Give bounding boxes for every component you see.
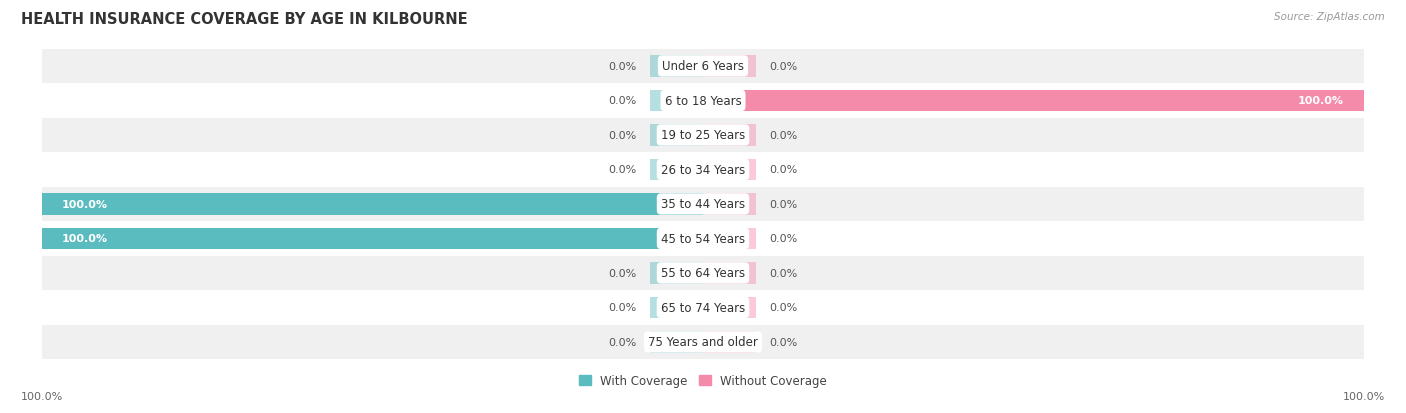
Bar: [650, 90, 703, 112]
Text: 0.0%: 0.0%: [769, 62, 797, 72]
Bar: [42, 50, 1364, 84]
Bar: [703, 90, 1364, 112]
Text: 0.0%: 0.0%: [769, 337, 797, 347]
Text: 75 Years and older: 75 Years and older: [648, 336, 758, 349]
Bar: [703, 159, 756, 181]
Text: 0.0%: 0.0%: [609, 337, 637, 347]
Bar: [703, 331, 756, 353]
Text: Under 6 Years: Under 6 Years: [662, 60, 744, 73]
Text: 55 to 64 Years: 55 to 64 Years: [661, 267, 745, 280]
Bar: [650, 297, 703, 318]
Text: 0.0%: 0.0%: [609, 96, 637, 106]
Bar: [703, 263, 756, 284]
Text: 35 to 44 Years: 35 to 44 Years: [661, 198, 745, 211]
Bar: [650, 56, 703, 78]
Text: 100.0%: 100.0%: [1298, 96, 1344, 106]
Text: 0.0%: 0.0%: [609, 303, 637, 313]
Text: 0.0%: 0.0%: [769, 234, 797, 244]
Text: 0.0%: 0.0%: [769, 268, 797, 278]
Bar: [42, 290, 1364, 325]
Bar: [42, 119, 1364, 153]
Bar: [42, 256, 1364, 290]
Text: 6 to 18 Years: 6 to 18 Years: [665, 95, 741, 108]
Bar: [703, 56, 756, 78]
Bar: [650, 159, 703, 181]
Text: 0.0%: 0.0%: [609, 165, 637, 175]
Bar: [42, 187, 1364, 222]
Bar: [42, 194, 703, 215]
Bar: [703, 125, 756, 146]
Text: 0.0%: 0.0%: [609, 131, 637, 140]
Text: 0.0%: 0.0%: [769, 199, 797, 209]
Bar: [650, 331, 703, 353]
Text: 45 to 54 Years: 45 to 54 Years: [661, 233, 745, 245]
Text: Source: ZipAtlas.com: Source: ZipAtlas.com: [1274, 12, 1385, 22]
Bar: [42, 222, 1364, 256]
Bar: [42, 325, 1364, 359]
Text: 65 to 74 Years: 65 to 74 Years: [661, 301, 745, 314]
Bar: [42, 153, 1364, 187]
Bar: [703, 194, 756, 215]
Bar: [42, 84, 1364, 119]
Bar: [650, 125, 703, 146]
Bar: [703, 228, 756, 249]
Bar: [703, 297, 756, 318]
Legend: With Coverage, Without Coverage: With Coverage, Without Coverage: [575, 370, 831, 391]
Bar: [42, 228, 703, 249]
Text: 100.0%: 100.0%: [21, 391, 63, 401]
Text: 100.0%: 100.0%: [1343, 391, 1385, 401]
Bar: [650, 263, 703, 284]
Text: 26 to 34 Years: 26 to 34 Years: [661, 164, 745, 176]
Text: HEALTH INSURANCE COVERAGE BY AGE IN KILBOURNE: HEALTH INSURANCE COVERAGE BY AGE IN KILB…: [21, 12, 468, 27]
Text: 0.0%: 0.0%: [769, 131, 797, 140]
Text: 0.0%: 0.0%: [769, 303, 797, 313]
Text: 0.0%: 0.0%: [769, 165, 797, 175]
Text: 0.0%: 0.0%: [609, 62, 637, 72]
Text: 0.0%: 0.0%: [609, 268, 637, 278]
Text: 100.0%: 100.0%: [62, 199, 108, 209]
Text: 19 to 25 Years: 19 to 25 Years: [661, 129, 745, 142]
Text: 100.0%: 100.0%: [62, 234, 108, 244]
